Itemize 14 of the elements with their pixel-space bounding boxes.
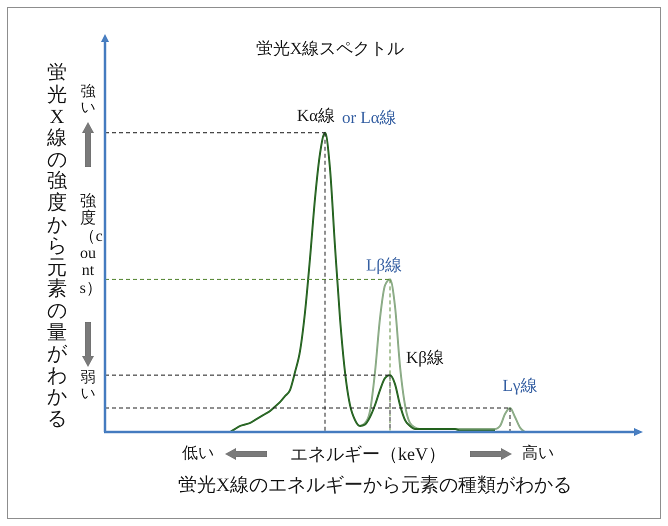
text: 低い	[182, 445, 214, 462]
annotation: Lβ線	[366, 255, 402, 274]
y-axis-title: 強度（counts）	[80, 193, 103, 297]
annotation: Kα線	[296, 106, 335, 125]
text: 蛍光X線のエネルギーから元素の種類がわかる	[178, 474, 572, 496]
chart-title: 蛍光X線スペクトル	[256, 38, 404, 58]
text: 蛍光X線の強度から元素の量がわかる	[47, 62, 67, 430]
x-axis-title: エネルギー（keV）	[290, 444, 446, 464]
text: or Lα線	[342, 108, 397, 126]
text: 弱い	[80, 370, 96, 402]
text: 強い	[80, 84, 96, 116]
annotation: Kβ線	[406, 348, 444, 366]
annotation: Lγ線	[502, 376, 538, 394]
text: 高い	[522, 445, 554, 462]
